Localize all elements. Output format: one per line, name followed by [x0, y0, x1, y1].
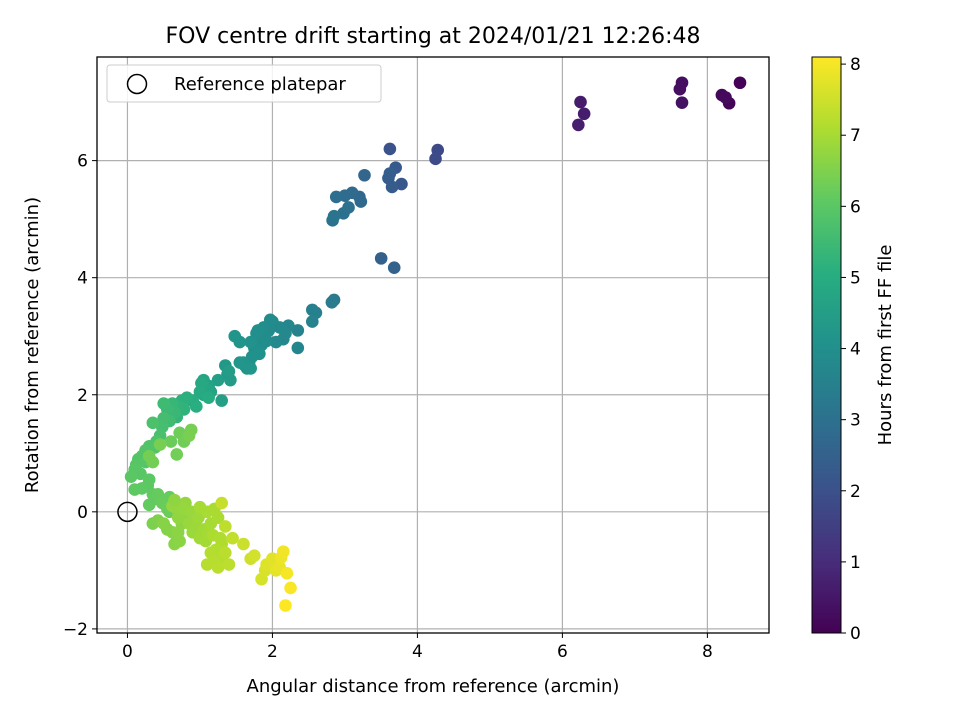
data-point [219, 520, 232, 533]
colorbar-tick-label: 3 [850, 411, 861, 431]
data-point [342, 201, 355, 214]
data-point [383, 167, 397, 180]
data-point [222, 558, 236, 571]
data-point [215, 394, 228, 407]
reference-marker-layer [117, 501, 138, 523]
x-tick-label: 4 [412, 642, 423, 662]
x-tick-label: 2 [267, 642, 278, 662]
data-point [354, 195, 368, 208]
colorbar-tick-label: 4 [850, 340, 861, 360]
y-axis-ticks: −2 0 2 4 6 [63, 152, 97, 640]
data-point [429, 152, 442, 166]
data-point [327, 209, 341, 223]
data-point [284, 581, 297, 595]
data-point [157, 517, 170, 530]
data-point [228, 329, 242, 343]
data-point [675, 96, 689, 109]
colorbar-tick-label: 6 [850, 197, 861, 217]
data-point [574, 95, 587, 109]
data-point [248, 549, 261, 563]
x-tick-label: 0 [122, 642, 133, 662]
data-point [182, 429, 196, 443]
data-point [142, 449, 156, 463]
legend-marker [126, 73, 148, 95]
data-point [383, 142, 397, 156]
data-point [279, 599, 292, 612]
data-point [153, 438, 167, 451]
colorbar-ticks: 0 1 2 3 4 5 6 7 8 [841, 55, 861, 644]
x-axis-ticks: 0 2 4 6 8 [122, 633, 713, 662]
data-point [291, 324, 305, 337]
data-point [358, 168, 371, 182]
data-points [124, 76, 747, 612]
data-point [211, 511, 225, 524]
colorbar-tick-label: 1 [850, 553, 861, 573]
data-point [146, 416, 160, 430]
data-point [164, 435, 178, 448]
data-point [200, 558, 214, 571]
colorbar-tick-label: 7 [850, 126, 861, 146]
data-point [280, 566, 294, 580]
plot-frame [96, 56, 770, 634]
data-point [222, 365, 236, 378]
colorbar-tick-label: 0 [850, 624, 861, 644]
data-point [128, 483, 141, 496]
data-point [226, 531, 239, 545]
data-point [306, 303, 319, 317]
data-point [385, 180, 399, 194]
y-tick-label: −2 [63, 620, 88, 640]
data-point [269, 335, 283, 349]
colorbar: 0 1 2 3 4 5 6 7 8 Hours from first FF file [811, 55, 896, 644]
colorbar-tick-label: 2 [850, 482, 861, 502]
data-point [329, 190, 343, 204]
grid-lines [97, 57, 769, 633]
data-point [124, 470, 138, 484]
data-point [193, 500, 207, 514]
data-point [237, 537, 250, 551]
data-point [233, 356, 247, 369]
data-point [202, 391, 215, 404]
data-point [325, 295, 339, 309]
y-tick-label: 0 [77, 503, 88, 523]
legend-label: Reference platepar [174, 74, 346, 95]
legend: Reference platepar [106, 64, 382, 103]
data-point [142, 498, 156, 512]
data-point [719, 91, 732, 104]
y-tick-label: 2 [77, 386, 88, 406]
data-point [277, 545, 290, 558]
data-point [211, 373, 225, 387]
y-tick-label: 4 [77, 269, 88, 289]
x-axis-label: Angular distance from reference (arcmin) [247, 676, 620, 697]
data-point [387, 261, 401, 275]
data-point [244, 362, 257, 375]
data-point [157, 397, 170, 410]
data-point [374, 252, 388, 265]
x-tick-label: 6 [557, 642, 568, 662]
y-tick-label: 6 [77, 152, 88, 172]
data-point [673, 82, 687, 96]
data-point [572, 118, 585, 132]
colorbar-label: Hours from first FF file [875, 245, 896, 446]
data-point [211, 561, 225, 574]
data-point [219, 546, 232, 560]
data-point [168, 493, 181, 507]
data-point [244, 335, 257, 349]
data-point [190, 400, 203, 413]
data-point [215, 496, 228, 510]
data-point [306, 315, 319, 328]
colorbar-tick-label: 8 [850, 55, 861, 75]
x-tick-label: 8 [702, 642, 713, 662]
reference-platepar-marker [117, 501, 138, 523]
legend-box [106, 64, 382, 103]
data-point [170, 448, 184, 461]
chart-title: FOV centre drift starting at 2024/01/21 … [166, 24, 701, 49]
colorbar-tick-label: 5 [850, 268, 861, 288]
data-point [577, 107, 591, 121]
data-point [291, 341, 305, 355]
colorbar-gradient [811, 56, 842, 634]
y-axis-label: Rotation from reference (arcmin) [22, 197, 43, 493]
data-point [733, 76, 747, 90]
